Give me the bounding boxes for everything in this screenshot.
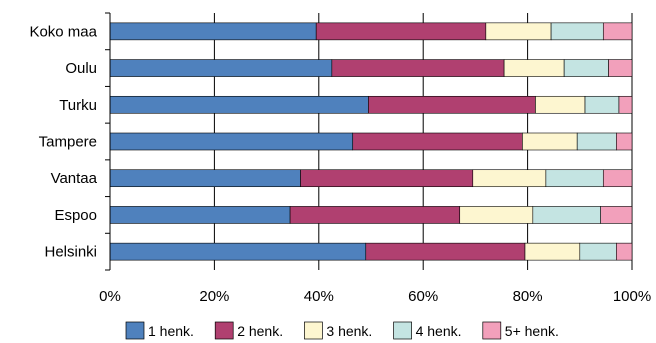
bar-segment	[109, 206, 291, 224]
bar-segment	[109, 95, 369, 114]
bar-segment	[472, 169, 547, 188]
bar-segment	[584, 95, 620, 114]
bar-segment	[352, 132, 523, 151]
bar-segment	[545, 169, 604, 188]
category-label: Tampere	[39, 134, 97, 151]
bar-segment	[602, 22, 633, 41]
category-label: Vantaa	[51, 170, 98, 187]
x-tick-label: 0%	[99, 288, 121, 305]
bar-segment	[532, 206, 601, 224]
bar-segment	[365, 242, 526, 261]
legend-label: 3 henk.	[326, 323, 372, 339]
bar-segment	[485, 22, 552, 41]
legend-swatch	[393, 321, 412, 340]
category-label: Turku	[59, 97, 97, 114]
bar-segment	[522, 132, 578, 151]
category-label: Espoo	[54, 207, 97, 224]
bar-segment	[368, 95, 536, 114]
x-tick-label: 80%	[513, 288, 543, 305]
category-label: Oulu	[65, 60, 97, 77]
bar-segment	[459, 206, 534, 224]
category-label: Koko maa	[29, 23, 97, 40]
legend-swatch	[125, 321, 145, 340]
bar-segment	[331, 59, 505, 77]
legend-label: 2 henk.	[237, 323, 283, 339]
x-tick-label: 20%	[199, 288, 229, 305]
bar-segment	[618, 95, 633, 114]
bar-segment	[602, 169, 633, 188]
bar-segment	[109, 59, 333, 77]
category-label: Helsinki	[44, 244, 97, 261]
legend-label: 1 henk.	[148, 323, 194, 339]
bar-segment	[616, 242, 633, 261]
legend-swatch	[482, 321, 502, 340]
bar-segment	[109, 22, 317, 41]
bar-segment	[109, 169, 301, 188]
legend-label: 5+ henk.	[505, 323, 559, 339]
bar-segment	[576, 132, 617, 151]
legend-swatch	[214, 321, 234, 340]
bar-segment	[315, 22, 487, 41]
bar-segment	[535, 95, 586, 114]
x-tick-label: 40%	[304, 288, 334, 305]
bar-segment	[579, 242, 617, 261]
bar-segment	[503, 59, 565, 77]
x-tick-label: 100%	[613, 288, 651, 305]
legend-label: 4 henk.	[416, 323, 462, 339]
bar-segment	[109, 242, 367, 261]
x-tick-labels: 0% 20% 40% 60% 80% 100%	[99, 288, 651, 305]
bar-segment	[289, 206, 461, 224]
bars	[109, 22, 633, 261]
bar-segment	[109, 132, 354, 151]
bar-segment	[524, 242, 581, 261]
bar-segment	[550, 22, 604, 41]
legend: 1 henk. 2 henk. 3 henk. 4 henk. 5+ henk.	[125, 321, 559, 340]
legend-swatch	[304, 321, 323, 340]
category-labels: Koko maa Oulu Turku Tampere Vantaa Espoo Helsi…	[29, 23, 97, 260]
bar-segment	[300, 169, 474, 188]
bar-segment	[616, 132, 633, 151]
axes	[105, 12, 111, 271]
bar-segment	[600, 206, 633, 224]
bar-segment	[608, 59, 633, 77]
bar-segment	[563, 59, 609, 77]
x-tick-label: 60%	[408, 288, 438, 305]
